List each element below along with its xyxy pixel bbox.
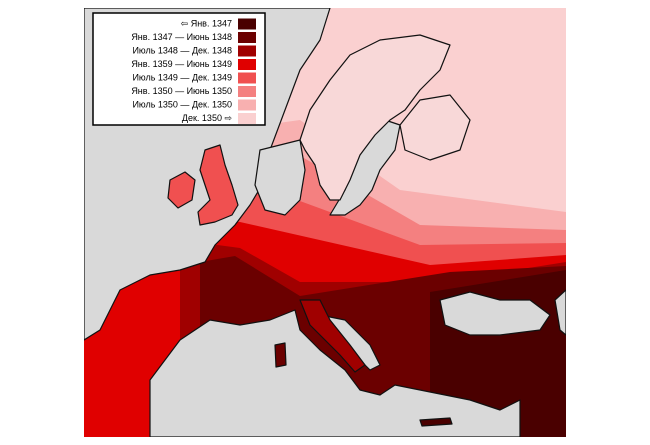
legend-label: ⇦ Янв. 1347 [181,18,232,28]
crete [419,417,453,427]
legend-swatch [238,18,256,30]
sardinia [274,342,287,368]
legend-swatch [238,113,256,124]
legend-swatch [238,59,256,70]
legend-label: Июль 1348 — Дек. 1348 [132,45,232,55]
black-sea [439,291,551,336]
north-sea [254,139,306,216]
legend: ⇦ Янв. 1347 Янв. 1347 — Июнь 1348 Июль 134… [92,12,266,126]
legend-label: Янв. 1347 — Июнь 1348 [131,32,232,42]
legend-swatch [238,86,256,97]
legend-items: ⇦ Янв. 1347 Янв. 1347 — Июнь 1348 Июль 134… [131,18,256,124]
ireland [167,171,196,209]
legend-swatch [238,45,256,57]
scandinavia [299,34,451,201]
legend-label: Июль 1350 — Дек. 1350 [132,99,232,109]
britain [197,144,239,226]
legend-label: Янв. 1350 — Июнь 1350 [131,86,232,96]
finland [399,94,471,161]
italy [299,299,366,373]
legend-label: Июль 1349 — Дек. 1349 [132,72,232,82]
legend-label: Янв. 1359 — Июнь 1349 [131,59,232,69]
legend-swatch [238,32,256,43]
legend-swatch [238,99,256,111]
caspian-edge [554,289,566,336]
legend-swatch [238,72,256,84]
legend-label: Дек. 1350 ⇨ [182,113,233,123]
map-area [84,8,566,437]
legend-box [92,12,266,126]
mediterranean [149,309,521,437]
